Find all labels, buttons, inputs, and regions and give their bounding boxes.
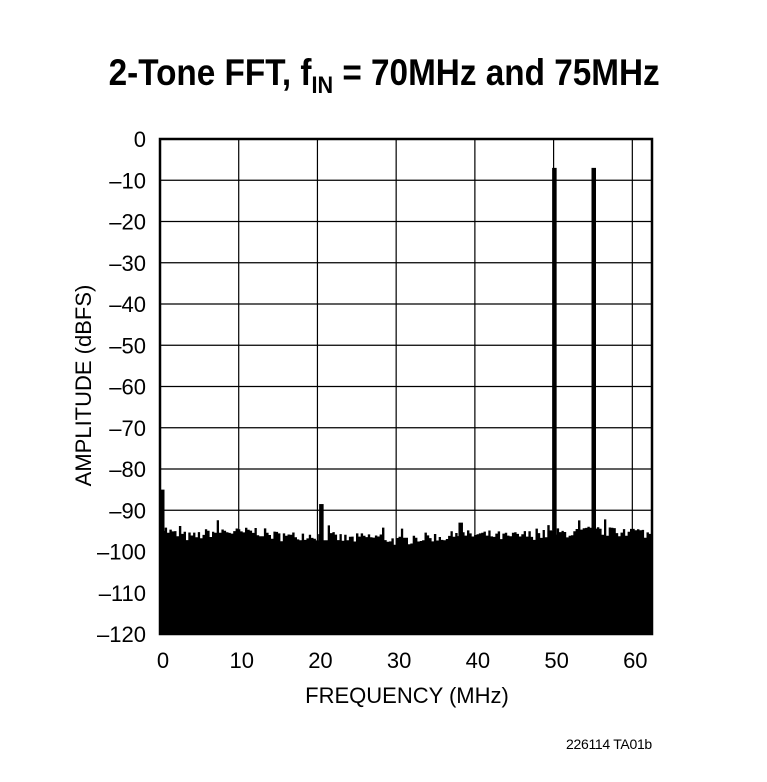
y-axis-label: AMPLITUDE (dBFS): [71, 285, 96, 487]
x-tick-label: 0: [157, 648, 169, 673]
figure-id: 226114 TA01b: [566, 736, 652, 752]
y-tick-label: 0: [134, 127, 146, 152]
noise-floor: [160, 519, 652, 634]
chart-title: 2-Tone FFT, fIN = 70MHz and 75MHz: [39, 52, 729, 100]
y-tick-label: –110: [99, 581, 146, 606]
y-tick-label: –20: [109, 210, 146, 235]
x-tick-label: 40: [466, 648, 490, 673]
x-axis-label: FREQUENCY (MHz): [305, 683, 509, 708]
noise-floor-area: [160, 519, 652, 634]
x-tick-label: 50: [544, 648, 568, 673]
chart-title-subscript: IN: [311, 72, 334, 99]
x-tick-label: 10: [229, 648, 253, 673]
peak-bar: [552, 167, 557, 634]
y-tick-label: –100: [97, 540, 146, 565]
y-tick-label: –80: [109, 457, 146, 482]
y-tick-label: –30: [109, 251, 146, 276]
x-tick-label: 60: [623, 648, 647, 673]
chart-title-suffix: = 70MHz and 75MHz: [333, 52, 660, 93]
x-tick-label: 30: [387, 648, 411, 673]
chart-title-prefix: 2-Tone FFT, f: [108, 52, 312, 93]
y-tick-label: –70: [109, 416, 146, 441]
y-tick-label: –10: [109, 168, 146, 193]
x-tick-label: 20: [308, 648, 332, 673]
y-tick-label: –60: [109, 375, 146, 400]
y-axis-ticks: 0 –10 –20 –30 –40 –50 –60 –70 –80 –90 –100 –110 –120: [97, 127, 146, 647]
plot-frame: [158, 137, 654, 636]
peaks: [160, 167, 596, 634]
peak-bar: [319, 504, 324, 634]
y-tick-label: –50: [109, 333, 146, 358]
peak-bar: [160, 489, 165, 634]
y-tick-label: –120: [97, 622, 146, 647]
peak-bar: [591, 167, 596, 634]
peak-bar: [458, 522, 463, 634]
y-tick-label: –40: [109, 292, 146, 317]
x-axis-ticks: 0 10 20 30 40 50 60: [157, 648, 648, 673]
y-tick-label: –90: [109, 498, 146, 523]
